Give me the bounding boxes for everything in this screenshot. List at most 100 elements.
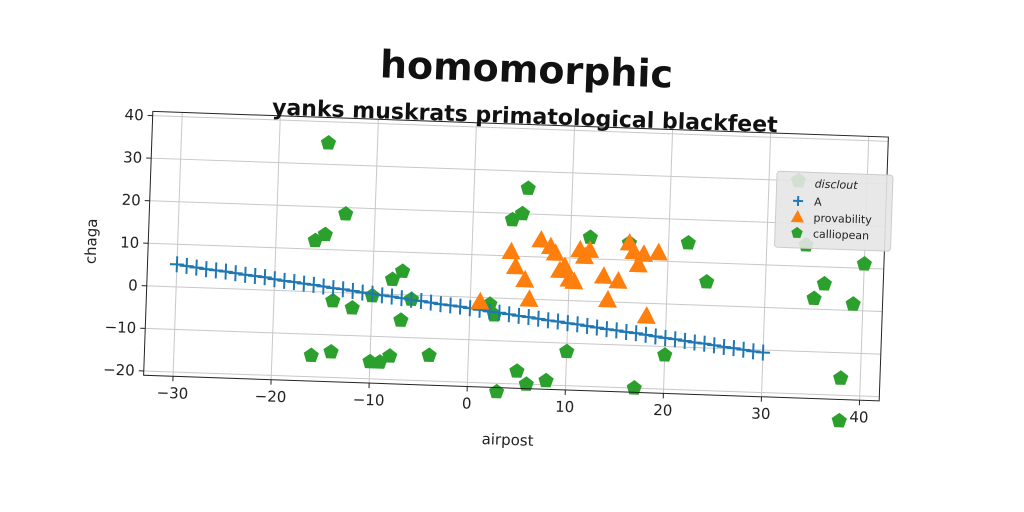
- x-axis-label: airpost: [481, 430, 534, 450]
- data-point-plus: [697, 335, 712, 352]
- data-point-triangle: [555, 256, 575, 275]
- y-gridline: [143, 370, 880, 398]
- data-point-pentagon: [680, 234, 696, 250]
- data-point-triangle: [501, 241, 521, 260]
- data-point-pentagon: [338, 205, 354, 221]
- legend-marker-pentagon: [791, 226, 803, 238]
- grid: [143, 112, 889, 401]
- y-gridline: [152, 115, 889, 142]
- data-point-pentagon: [657, 347, 673, 362]
- y-tick-label: 10: [120, 233, 140, 252]
- data-point-pentagon: [845, 296, 861, 311]
- data-point-plus: [755, 344, 771, 361]
- data-point-plus: [648, 328, 663, 345]
- series-provability: [470, 229, 668, 324]
- data-point-triangle: [608, 271, 628, 289]
- data-point-triangle: [597, 289, 617, 308]
- data-point-pentagon: [856, 256, 873, 271]
- legend-marker-plus: [793, 195, 804, 206]
- data-point-pentagon: [344, 299, 360, 315]
- x-tick-label: 0: [462, 394, 472, 412]
- data-point-plus: [570, 316, 585, 333]
- data-point-triangle: [519, 289, 539, 308]
- data-point-plus: [287, 274, 302, 291]
- data-point-plus: [335, 281, 351, 298]
- series-A: [169, 256, 771, 361]
- x-tick-label: −10: [352, 391, 384, 410]
- data-point-plus: [629, 325, 644, 342]
- data-point-pentagon: [833, 370, 849, 385]
- data-point-plus: [668, 331, 683, 348]
- data-point-plus: [638, 326, 653, 343]
- y-tick-label: 20: [121, 191, 141, 210]
- data-point-pentagon: [582, 229, 598, 245]
- x-tick-label: 20: [653, 401, 673, 420]
- data-point-plus: [550, 313, 565, 330]
- chart-root: −30 −20 −10 0 10 20 30 40 −20 −10 0 10 20 30 40 homomo…: [81, 42, 894, 450]
- data-point-pentagon: [509, 363, 525, 378]
- data-point-plus: [267, 271, 282, 288]
- data-point-triangle: [648, 242, 668, 261]
- data-point-pentagon: [520, 180, 536, 195]
- y-tick-label: 40: [124, 106, 144, 125]
- data-point-plus: [531, 310, 546, 327]
- y-gridline: [145, 327, 881, 355]
- data-point-triangle: [593, 266, 613, 285]
- x-tick-label: −20: [254, 387, 286, 406]
- ticks: −30 −20 −10 0 10 20 30 40 −20 −10 0 10 20 30 40: [103, 106, 869, 427]
- data-point-triangle: [470, 291, 490, 310]
- data-point-plus: [736, 341, 751, 358]
- data-point-pentagon: [518, 376, 534, 391]
- y-tick-label: 30: [123, 148, 143, 167]
- data-point-pentagon: [421, 347, 437, 363]
- chart-suptitle: homomorphic: [379, 42, 673, 96]
- y-gridline: [151, 157, 887, 185]
- data-point-plus: [306, 276, 321, 293]
- data-point-pentagon: [559, 343, 575, 359]
- x-tick-label: 40: [849, 408, 869, 427]
- data-point-pentagon: [806, 290, 822, 306]
- data-point-pentagon: [831, 412, 847, 428]
- data-point-plus: [502, 306, 517, 323]
- data-point-pentagon: [816, 275, 832, 291]
- x-tick-label: 30: [751, 404, 771, 423]
- data-point-triangle: [564, 271, 584, 290]
- data-point-plus: [179, 257, 194, 274]
- data-point-triangle: [505, 256, 525, 275]
- data-point-triangle: [636, 306, 656, 324]
- data-point-plus: [521, 309, 536, 326]
- data-point-pentagon: [514, 205, 531, 221]
- data-point-plus: [169, 256, 184, 273]
- data-point-plus: [589, 319, 604, 336]
- data-point-plus: [384, 288, 399, 305]
- data-point-triangle: [545, 243, 565, 262]
- data-point-pentagon: [394, 263, 411, 278]
- x-tick-label: 10: [555, 398, 575, 417]
- data-point-pentagon: [699, 274, 715, 289]
- data-point-pentagon: [303, 347, 319, 363]
- legend-label: provability: [813, 212, 872, 227]
- data-point-plus: [228, 265, 243, 282]
- data-point-pentagon: [317, 226, 333, 242]
- data-point-pentagon: [382, 348, 398, 363]
- data-point-pentagon: [323, 343, 339, 359]
- data-point-plus: [707, 337, 722, 354]
- data-point-pentagon: [626, 380, 642, 395]
- data-point-plus: [365, 285, 380, 302]
- y-tick-label: −20: [103, 361, 135, 380]
- legend-box: [774, 170, 894, 252]
- data-point-plus: [345, 282, 360, 299]
- legend-label: A: [814, 196, 822, 209]
- legend-label: calliopean: [813, 227, 870, 242]
- data-point-plus: [580, 317, 595, 334]
- data-point-plus: [218, 263, 233, 280]
- y-axis-label: chaga: [81, 218, 101, 264]
- legend-title: disclout: [814, 178, 858, 193]
- data-point-pentagon: [325, 292, 341, 308]
- data-point-plus: [453, 298, 468, 315]
- data-point-plus: [726, 340, 741, 357]
- y-tick-label: 0: [128, 276, 138, 294]
- data-point-plus: [609, 322, 624, 339]
